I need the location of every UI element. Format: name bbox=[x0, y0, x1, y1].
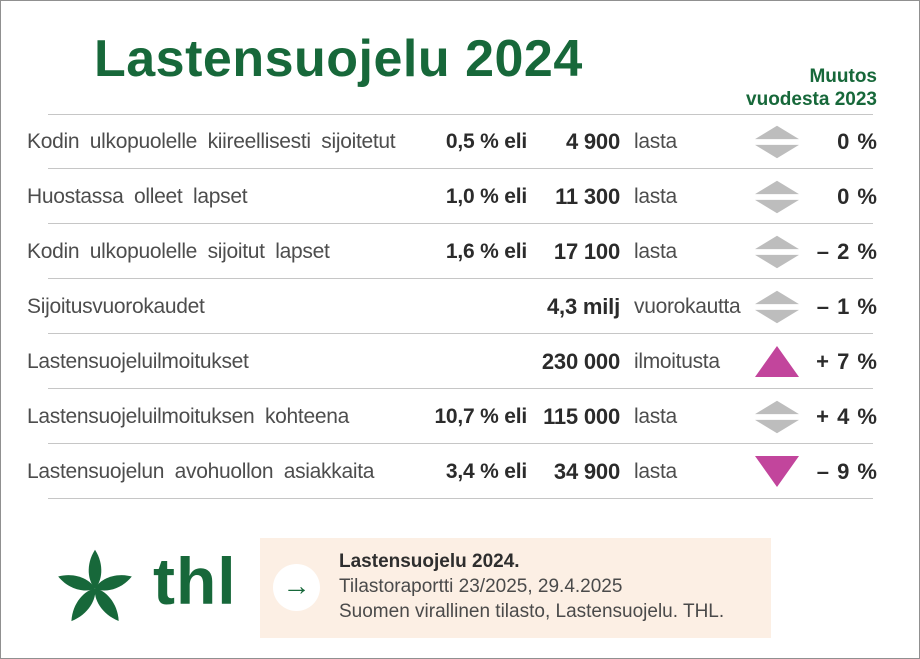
row-change-value: 0 % bbox=[837, 183, 877, 209]
change-header: Muutos vuodesta 2023 bbox=[746, 65, 877, 111]
row-unit: lasta bbox=[634, 459, 677, 483]
row-unit: vuorokautta bbox=[634, 294, 741, 318]
row-label: Lastensuojelun avohuollon asiakkaita bbox=[27, 459, 375, 483]
row-unit: lasta bbox=[634, 404, 677, 428]
row-count-value: 115 000 bbox=[543, 403, 620, 429]
page-title: Lastensuojelu 2024 bbox=[94, 30, 583, 88]
increase-icon bbox=[755, 346, 799, 377]
source-box: → Lastensuojelu 2024. Tilastoraportti 23… bbox=[260, 538, 771, 638]
row-label: Kodin ulkopuolelle kiireellisesti sijoit… bbox=[27, 129, 396, 153]
source-report: Tilastoraportti 23/2025, 29.4.2025 bbox=[339, 576, 623, 597]
thl-flower-icon bbox=[58, 549, 132, 622]
table-row: Lastensuojeluilmoituksen kohteena 10,7 %… bbox=[27, 389, 877, 444]
row-percent-value: 0,5 % eli bbox=[445, 129, 527, 153]
no-change-icon bbox=[755, 400, 799, 433]
source-official: Suomen virallinen tilasto, Lastensuojelu… bbox=[339, 601, 725, 622]
row-count-value: 17 100 bbox=[553, 238, 620, 264]
change-header-line1: Muutos bbox=[809, 66, 877, 87]
no-change-icon bbox=[755, 180, 799, 213]
row-count-value: 11 300 bbox=[555, 183, 620, 209]
row-unit: lasta bbox=[634, 129, 677, 153]
row-label: Sijoitusvuorokaudet bbox=[27, 294, 205, 318]
row-count-value: 230 000 bbox=[541, 348, 620, 374]
row-label: Kodin ulkopuolelle sijoitut lapset bbox=[27, 239, 330, 263]
row-count-value: 34 900 bbox=[553, 458, 620, 484]
row-unit: ilmoitusta bbox=[634, 349, 720, 373]
table-row: Kodin ulkopuolelle kiireellisesti sijoit… bbox=[27, 114, 877, 169]
row-percent-value: 3,4 % eli bbox=[445, 459, 527, 483]
row-change-value: – 9 % bbox=[816, 458, 877, 484]
row-change-value: + 4 % bbox=[816, 403, 877, 429]
decrease-icon bbox=[755, 456, 799, 487]
row-unit: lasta bbox=[634, 239, 677, 263]
row-percent-value: 1,0 % eli bbox=[445, 184, 527, 208]
no-change-icon bbox=[755, 125, 799, 158]
no-change-icon bbox=[755, 235, 799, 268]
table-row: Kodin ulkopuolelle sijoitut lapset 1,6 %… bbox=[27, 224, 877, 279]
row-label: Lastensuojeluilmoitukset bbox=[27, 349, 249, 373]
row-label: Lastensuojeluilmoituksen kohteena bbox=[27, 404, 349, 428]
no-change-icon bbox=[755, 290, 799, 323]
arrow-circle: → bbox=[273, 564, 320, 611]
arrow-right-icon: → bbox=[282, 569, 311, 601]
table-row: Lastensuojeluilmoitukset 230 000 ilmoitu… bbox=[27, 334, 877, 389]
change-header-line2: vuodesta 2023 bbox=[746, 89, 877, 110]
row-change-value: – 2 % bbox=[816, 238, 877, 264]
source-title: Lastensuojelu 2024. bbox=[339, 551, 520, 572]
row-unit: lasta bbox=[634, 184, 677, 208]
row-change-value: – 1 % bbox=[816, 293, 877, 319]
thl-logo: thl bbox=[51, 541, 237, 629]
row-change-value: + 7 % bbox=[816, 348, 877, 374]
row-percent-value: 1,6 % eli bbox=[445, 239, 527, 263]
row-label: Huostassa olleet lapset bbox=[27, 184, 248, 208]
row-count-value: 4 900 bbox=[565, 128, 620, 154]
table-row: Huostassa olleet lapset 1,0 % eli 11 300… bbox=[27, 169, 877, 224]
row-percent-value: 10,7 % eli bbox=[434, 404, 527, 428]
source-text: Lastensuojelu 2024. Tilastoraportti 23/2… bbox=[339, 549, 724, 624]
row-change-value: 0 % bbox=[837, 128, 877, 154]
stats-table: Kodin ulkopuolelle kiireellisesti sijoit… bbox=[27, 114, 877, 499]
thl-logo-text: thl bbox=[153, 544, 237, 618]
row-count-value: 4,3 milj bbox=[547, 293, 620, 319]
table-row: Sijoitusvuorokaudet 4,3 milj vuorokautta… bbox=[27, 279, 877, 334]
table-row: Lastensuojelun avohuollon asiakkaita 3,4… bbox=[27, 444, 877, 499]
